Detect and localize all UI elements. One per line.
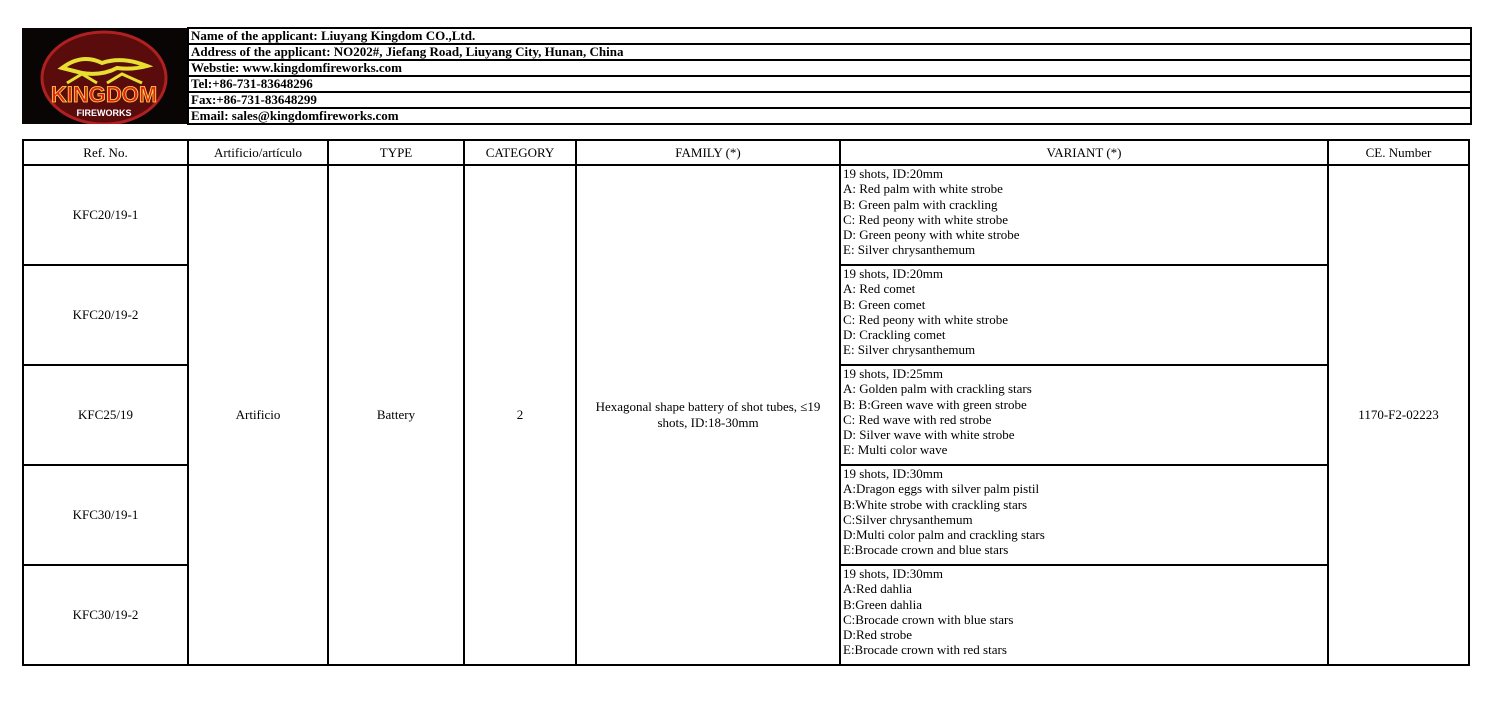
variant-line: E: Silver chrysanthemum [843, 242, 976, 258]
variant-cell: 19 shots, ID:20mm A: Red comet B: Green co… [839, 264, 1329, 366]
col-ref: Ref. No. [22, 139, 189, 166]
applicant-info: Name of the applicant: Liuyang Kingdom C… [187, 27, 1472, 125]
variant-line: 19 shots, ID:20mm [843, 166, 944, 181]
variant-line: C: Red peony with white strobe [843, 311, 1009, 327]
table-row: KFC30/19-2 19 shots, ID:30mm A:Red dahlia B… [22, 564, 1469, 666]
col-artificio: Artificio/artículo [187, 139, 329, 166]
ref-cell: KFC30/19-1 [22, 464, 189, 566]
variant-line: B: B:Green wave with green strobe [843, 396, 1027, 412]
type-cell: Battery [327, 164, 465, 666]
variant-cell: 19 shots, ID:25mm A: Golden palm with cra… [839, 364, 1329, 466]
variant-line: E:Brocade crown with red stars [843, 642, 1007, 658]
variant-line: C: Red peony with white strobe [843, 211, 1009, 227]
svg-text:FIREWORKS: FIREWORKS [77, 108, 132, 118]
family-cell: Hexagonal shape battery of shot tubes, ≤… [575, 164, 841, 666]
variant-line: E: Multi color wave [843, 442, 948, 458]
variant-line: A:Red dahlia [843, 581, 912, 597]
col-type: TYPE [327, 139, 465, 166]
table-row: KFC30/19-1 19 shots, ID:30mm A:Dragon eggs… [22, 464, 1469, 566]
applicant-email: Email: sales@kingdomfireworks.com [191, 108, 399, 123]
ce-number-cell: 1170-F2-02223 [1327, 164, 1470, 666]
col-ce: CE. Number [1327, 139, 1470, 166]
variant-line: C:Silver chrysanthemum [843, 511, 973, 527]
ref-cell: KFC20/19-2 [22, 264, 189, 366]
variant-line: 19 shots, ID:30mm [843, 466, 944, 481]
svg-text:KINGDOM: KINGDOM [51, 82, 157, 107]
applicant-fax: Fax:+86-731-83648299 [189, 93, 1470, 109]
variant-line: A:Dragon eggs with silver palm pistil [843, 481, 1040, 497]
variant-line: B: Green comet [843, 296, 926, 312]
variant-cell: 19 shots, ID:30mm A:Red dahlia B:Green dah… [839, 564, 1329, 666]
variant-line: 19 shots, ID:20mm [843, 266, 944, 281]
table-row: KFC25/19 19 shots, ID:25mm A: Golden palm … [22, 364, 1469, 466]
company-logo: KINGDOM FIREWORKS [22, 28, 187, 124]
variant-line: B: Green palm with crackling [843, 196, 998, 212]
variant-line: C:Brocade crown with blue stars [843, 611, 1014, 627]
variant-line: D: Green peony with white strobe [843, 227, 1020, 243]
applicant-address: Address of the applicant: NO202#, Jiefan… [189, 45, 1470, 61]
ref-cell: KFC25/19 [22, 364, 189, 466]
variant-line: B:White strobe with crackling stars [843, 496, 1028, 512]
variant-line: D:Multi color palm and crackling stars [843, 527, 1045, 543]
variant-line: C: Red wave with red strobe [843, 411, 992, 427]
variant-line: D:Red strobe [843, 627, 912, 643]
col-variant: VARIANT (*) [839, 139, 1329, 166]
col-category: CATEGORY [463, 139, 577, 166]
ref-cell: KFC20/19-1 [22, 164, 189, 266]
ref-cell: KFC30/19-2 [22, 564, 189, 666]
applicant-tel: Tel:+86-731-83648296 [189, 77, 1470, 93]
variant-cell: 19 shots, ID:20mm A: Red palm with white … [839, 164, 1329, 266]
variant-line: 19 shots, ID:30mm [843, 566, 944, 581]
product-table: Ref. No. Artificio/artículo TYPE CATEGOR… [22, 139, 1470, 666]
col-family: FAMILY (*) [575, 139, 841, 166]
applicant-name: Name of the applicant: Liuyang Kingdom C… [189, 29, 1470, 45]
variant-line: B:Green dahlia [843, 596, 923, 612]
applicant-website: Webstie: www.kingdomfireworks.com [189, 61, 1470, 77]
table-header-row: Ref. No. Artificio/artículo TYPE CATEGOR… [22, 139, 1470, 166]
variant-line: 19 shots, ID:25mm [843, 366, 944, 381]
artificio-cell: Artificio [187, 164, 329, 666]
variant-cell: 19 shots, ID:30mm A:Dragon eggs with silv… [839, 464, 1329, 566]
category-cell: 2 [463, 164, 577, 666]
kingdom-logo-icon: KINGDOM FIREWORKS [40, 30, 168, 124]
table-row: KFC20/19-2 19 shots, ID:20mm A: Red comet B… [22, 264, 1469, 366]
variant-line: A: Red palm with white strobe [843, 181, 1003, 197]
variant-line: D: Silver wave with white strobe [843, 427, 1015, 443]
variant-line: A: Red comet [843, 281, 916, 297]
variant-line: A: Golden palm with crackling stars [843, 381, 1032, 397]
variant-line: E: Silver chrysanthemum [843, 342, 976, 358]
variant-line: E:Brocade crown and blue stars [843, 542, 1009, 558]
variant-line: D: Crackling comet [843, 327, 946, 343]
table-row: KFC20/19-1 Artificio Battery 2 Hexagonal … [22, 164, 1470, 666]
